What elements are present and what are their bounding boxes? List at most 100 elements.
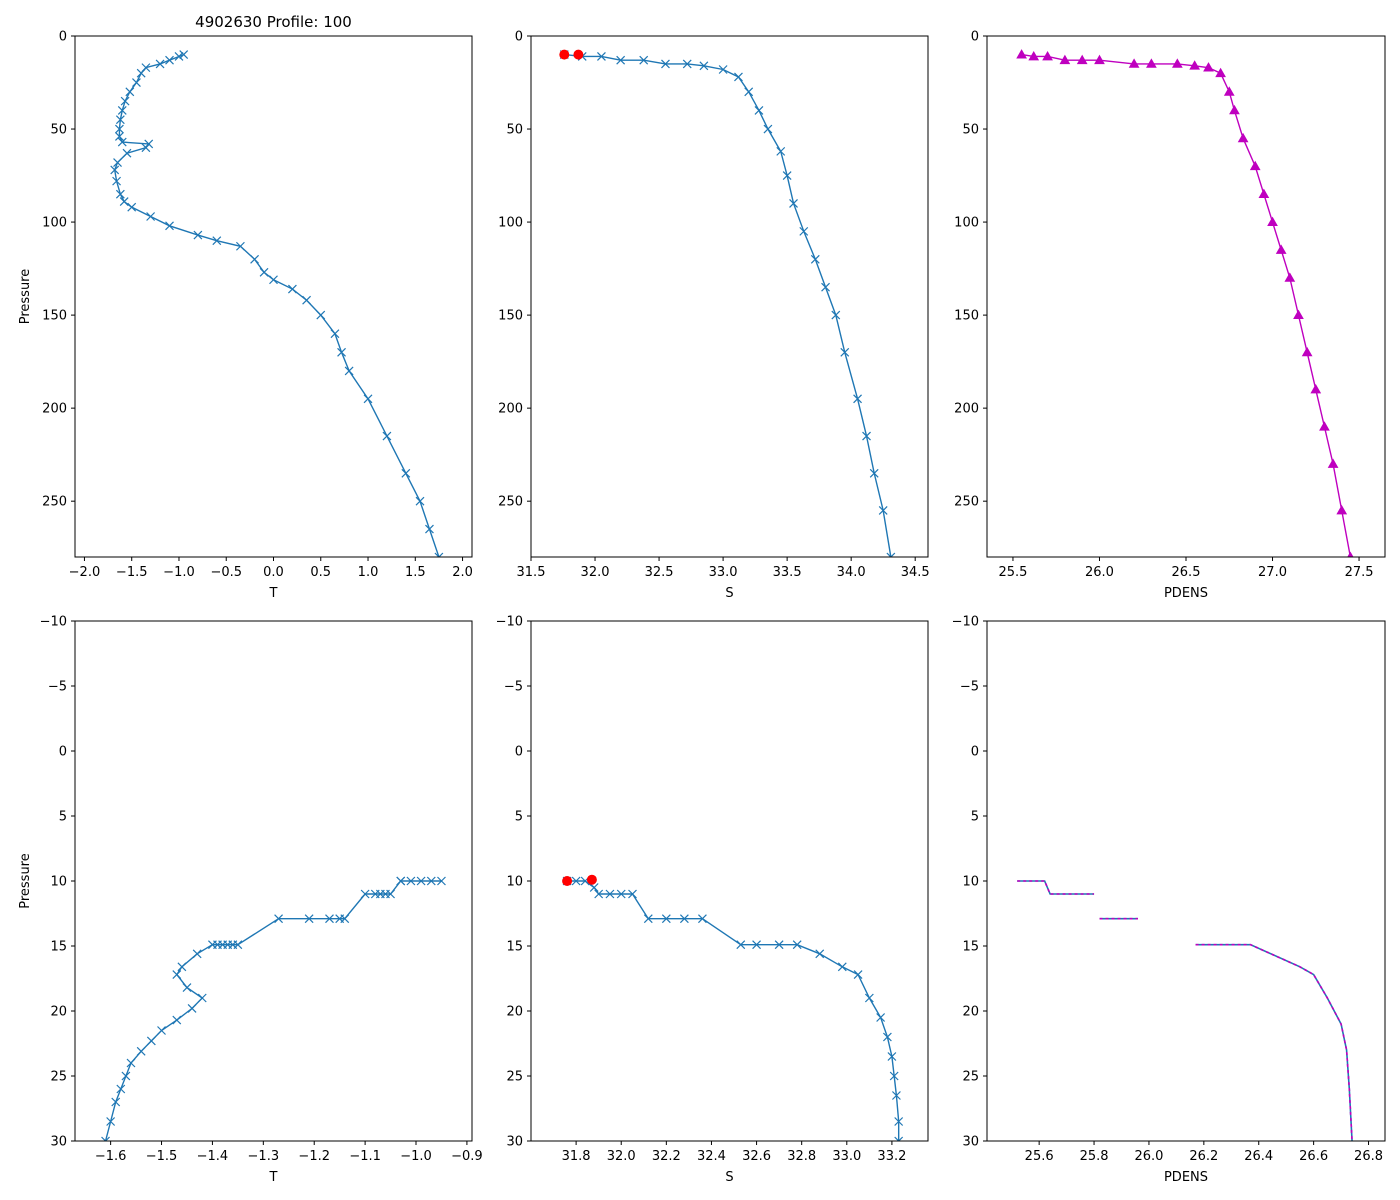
x-tick-label: 34.0 xyxy=(837,565,866,580)
x-marker-stroke xyxy=(141,143,151,153)
y-tick-label: −5 xyxy=(960,680,979,695)
data-point xyxy=(101,1136,110,1141)
series-segment-line xyxy=(1195,943,1353,1141)
data-point xyxy=(821,282,830,292)
data-point xyxy=(661,59,670,69)
x-tick-label: −1.1 xyxy=(349,1149,381,1164)
x-marker-stroke xyxy=(106,1117,116,1126)
x-marker-stroke xyxy=(736,940,746,950)
x-marker-stroke xyxy=(104,1136,110,1141)
plot-frame xyxy=(986,620,1386,1142)
panel-bottom-density: 25.6 25.8 26.0 26.2 26.4 26.6 26.8 PDENS −10 −5 0 5… xyxy=(952,615,1386,1185)
x-marker-stroke xyxy=(878,506,888,515)
y-tick-label: 0 xyxy=(59,745,67,760)
x-tick-label: −1.5 xyxy=(146,1149,178,1164)
x-tick-label: 32.2 xyxy=(652,1149,681,1164)
data-point xyxy=(141,143,151,153)
y-tick-label: 25 xyxy=(962,1070,979,1085)
data-point xyxy=(325,914,334,924)
y-axis: 0 50 100 150 200 250 xyxy=(954,30,987,510)
data-point xyxy=(643,914,653,924)
x-marker-stroke xyxy=(734,72,743,82)
chart-title: 4902630 Profile: 100 xyxy=(195,13,352,31)
data-point xyxy=(144,139,154,149)
data-point xyxy=(212,236,222,246)
data-point xyxy=(571,876,581,886)
x-marker-stroke xyxy=(259,267,269,277)
data-point xyxy=(119,197,129,207)
data-point xyxy=(274,914,284,924)
x-marker-stroke xyxy=(120,96,130,106)
series-pdens-profile xyxy=(1017,880,1353,1141)
data-point xyxy=(197,993,207,1003)
x-marker-stroke xyxy=(304,914,314,924)
x-marker-stroke xyxy=(115,124,124,134)
x-marker-stroke xyxy=(127,202,137,212)
data-point xyxy=(1237,132,1249,143)
x-marker-stroke xyxy=(643,914,653,924)
x-tick-label: 32.6 xyxy=(742,1149,771,1164)
x-tick-label: 27.5 xyxy=(1345,565,1374,580)
x-axis-label: T xyxy=(269,586,278,601)
series-segment-overlay xyxy=(1017,880,1095,895)
x-tick-label: 25.8 xyxy=(1080,1149,1109,1164)
x-marker-stroke xyxy=(864,993,874,1003)
data-point xyxy=(810,254,820,264)
data-point xyxy=(1275,244,1287,254)
x-marker-stroke xyxy=(415,496,425,506)
series-line xyxy=(104,880,442,1141)
x-marker-stroke xyxy=(157,1026,166,1035)
x-marker-stroke xyxy=(406,876,416,886)
x-marker-stroke xyxy=(172,970,182,980)
x-axis: 31.8 32.0 32.2 32.4 32.6 32.8 33.0 33.2 S xyxy=(562,1141,906,1185)
panel-bottom-salinity: 31.8 32.0 32.2 32.4 32.6 32.8 33.0 33.2 S −10 −5 0 5… xyxy=(496,615,929,1185)
y-tick-label: −10 xyxy=(496,615,523,630)
x-tick-label: 34.5 xyxy=(901,565,930,580)
x-axis: −1.6 −1.5 −1.4 −1.3 −1.2 −1.1 −1.0 −0.9 T xyxy=(95,1141,483,1185)
data-point xyxy=(1203,62,1214,72)
x-tick-label: 26.5 xyxy=(1172,565,1201,580)
data-point xyxy=(837,962,847,972)
data-point xyxy=(157,1026,166,1035)
x-marker-stroke xyxy=(639,55,649,65)
y-tick-label: 10 xyxy=(506,875,523,890)
x-marker-stroke xyxy=(182,983,192,993)
data-point xyxy=(754,106,764,115)
data-point xyxy=(437,876,446,886)
data-point xyxy=(117,137,127,147)
data-point xyxy=(815,949,825,959)
x-tick-label: 33.0 xyxy=(832,1149,861,1164)
data-point xyxy=(136,68,146,78)
data-point xyxy=(172,970,182,980)
data-point xyxy=(887,1052,897,1061)
x-tick-label: 32.4 xyxy=(697,1149,726,1164)
x-axis-label: T xyxy=(269,1170,278,1185)
data-point xyxy=(165,55,174,65)
y-tick-label: 5 xyxy=(515,810,523,825)
data-point xyxy=(141,63,151,73)
x-tick-label: 26.0 xyxy=(1134,1149,1163,1164)
y-tick-label: 50 xyxy=(962,123,979,138)
x-marker-stroke xyxy=(882,1032,892,1042)
x-tick-label: −1.4 xyxy=(197,1149,229,1164)
data-point xyxy=(889,1071,899,1081)
data-point xyxy=(113,158,122,167)
data-point xyxy=(259,267,269,277)
data-point xyxy=(179,50,189,60)
x-marker-stroke xyxy=(661,59,670,69)
x-tick-label: 0.0 xyxy=(263,565,284,580)
data-point xyxy=(382,431,392,441)
plot-frame xyxy=(986,35,1386,558)
x-marker-stroke xyxy=(890,552,896,557)
x-marker-stroke xyxy=(117,106,127,115)
data-point xyxy=(1293,309,1304,319)
data-point xyxy=(698,914,707,924)
data-point xyxy=(269,275,278,285)
data-point xyxy=(174,52,184,61)
plot-frame xyxy=(530,35,929,558)
x-marker-stroke xyxy=(136,1046,146,1056)
data-point xyxy=(1267,216,1278,226)
data-point xyxy=(360,889,370,899)
x-marker-stroke xyxy=(876,1013,886,1022)
